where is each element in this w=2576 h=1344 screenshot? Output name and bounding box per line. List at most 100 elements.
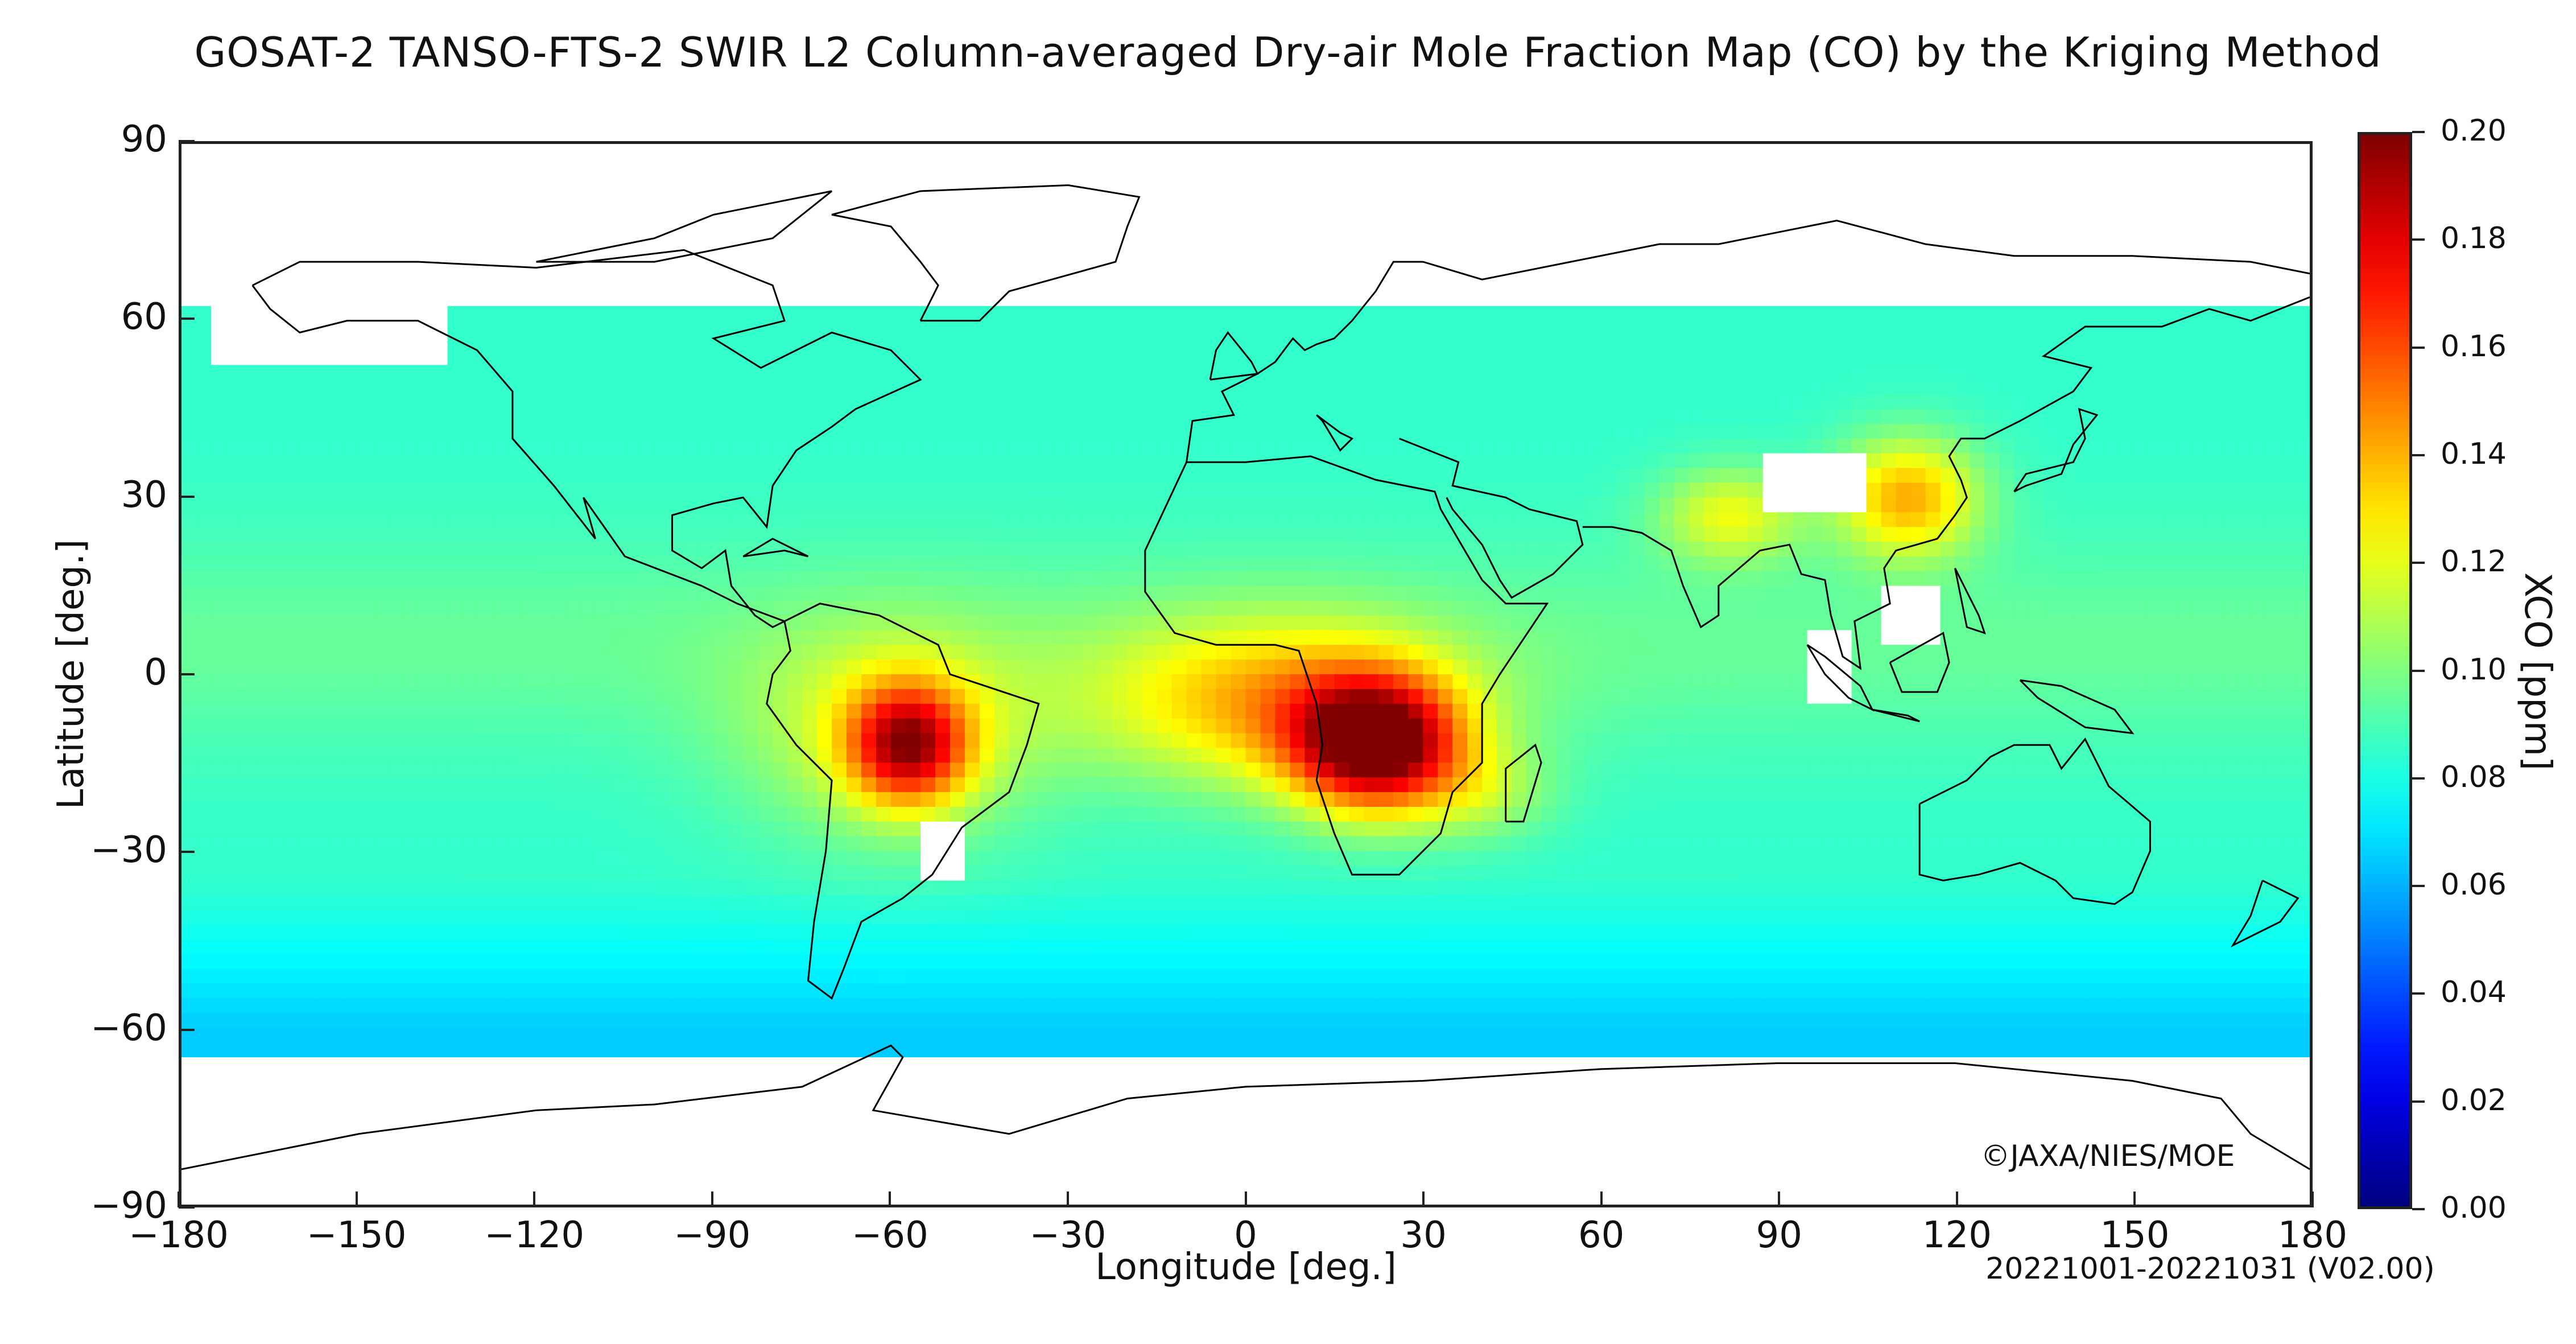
- heatmap-cell: [580, 320, 596, 336]
- no-data-cell: [1378, 247, 1394, 262]
- no-data-cell: [432, 188, 448, 204]
- heatmap-cell: [1910, 350, 1926, 365]
- heatmap-cell: [521, 512, 537, 527]
- heatmap-cell: [1881, 409, 1897, 424]
- heatmap-cell: [2177, 380, 2192, 395]
- heatmap-cell: [284, 586, 300, 601]
- heatmap-cell: [847, 423, 862, 439]
- heatmap-cell: [1851, 350, 1867, 365]
- heatmap-cell: [506, 409, 522, 424]
- heatmap-cell: [1349, 645, 1364, 660]
- heatmap-cell: [388, 645, 404, 660]
- heatmap-cell: [1940, 630, 1956, 645]
- no-data-cell: [1423, 277, 1438, 292]
- no-data-cell: [2206, 158, 2222, 174]
- heatmap-cell: [2236, 483, 2251, 498]
- heatmap-cell: [1201, 556, 1217, 572]
- heatmap-cell: [1940, 335, 1956, 351]
- heatmap-cell: [1378, 394, 1394, 410]
- no-data-cell: [2295, 158, 2310, 174]
- heatmap-cell: [964, 542, 980, 557]
- heatmap-cell: [1364, 512, 1379, 527]
- heatmap-cell: [595, 335, 610, 351]
- heatmap-cell: [847, 645, 862, 660]
- no-data-cell: [1836, 247, 1852, 262]
- heatmap-cell: [1644, 468, 1660, 483]
- heatmap-cell: [1586, 483, 1601, 498]
- heatmap-cell: [536, 409, 551, 424]
- no-data-cell: [358, 262, 374, 277]
- heatmap-cell: [284, 542, 300, 557]
- heatmap-cell: [1053, 512, 1069, 527]
- no-data-cell: [1083, 144, 1099, 159]
- heatmap-cell: [2132, 586, 2148, 601]
- heatmap-cell: [1349, 527, 1364, 542]
- heatmap-cell: [2029, 615, 2044, 630]
- heatmap-cell: [477, 423, 493, 439]
- no-data-cell: [1275, 277, 1290, 292]
- heatmap-cell: [1984, 571, 2000, 587]
- heatmap-cell: [1408, 630, 1423, 645]
- no-data-cell: [1881, 262, 1897, 277]
- heatmap-cell: [2265, 423, 2281, 439]
- no-data-cell: [1334, 232, 1349, 248]
- heatmap-cell: [1792, 365, 1808, 380]
- heatmap-cell: [492, 394, 507, 410]
- heatmap-cell: [1438, 365, 1453, 380]
- no-data-cell: [210, 320, 226, 336]
- no-data-cell: [1910, 615, 1926, 630]
- heatmap-cell: [2236, 497, 2251, 513]
- heatmap-cell: [1245, 409, 1261, 424]
- heatmap-cell: [1644, 394, 1660, 410]
- no-data-cell: [905, 144, 921, 159]
- no-data-cell: [2044, 291, 2059, 307]
- heatmap-cell: [1009, 586, 1025, 601]
- no-data-cell: [1748, 232, 1764, 248]
- no-data-cell: [1216, 188, 1232, 204]
- no-data-cell: [1378, 277, 1394, 292]
- heatmap-cell: [713, 512, 729, 527]
- heatmap-cell: [1068, 409, 1084, 424]
- heatmap-cell: [1408, 409, 1423, 424]
- heatmap-cell: [1393, 600, 1409, 616]
- heatmap-cell: [1216, 556, 1232, 572]
- no-data-cell: [2162, 232, 2177, 248]
- heatmap-cell: [773, 542, 788, 557]
- no-data-cell: [536, 158, 551, 174]
- heatmap-cell: [2236, 586, 2251, 601]
- heatmap-cell: [1881, 423, 1897, 439]
- heatmap-cell: [595, 320, 610, 336]
- heatmap-cell: [964, 306, 980, 321]
- no-data-cell: [2177, 217, 2192, 233]
- no-data-cell: [1467, 173, 1483, 189]
- no-data-cell: [1910, 158, 1926, 174]
- no-data-cell: [492, 203, 507, 218]
- no-data-cell: [373, 247, 389, 262]
- heatmap-cell: [447, 483, 463, 498]
- no-data-cell: [1245, 144, 1261, 159]
- heatmap-cell: [1733, 409, 1749, 424]
- no-data-cell: [1393, 247, 1409, 262]
- heatmap-cell: [2132, 409, 2148, 424]
- no-data-cell: [1807, 262, 1823, 277]
- no-data-cell: [713, 277, 729, 292]
- no-data-cell: [403, 320, 419, 336]
- no-data-cell: [1689, 262, 1704, 277]
- heatmap-cell: [1334, 438, 1349, 454]
- heatmap-cell: [373, 423, 389, 439]
- heatmap-cell: [1393, 350, 1409, 365]
- no-data-cell: [344, 291, 360, 307]
- no-data-cell: [373, 320, 389, 336]
- no-data-cell: [758, 144, 773, 159]
- heatmap-cell: [1777, 571, 1793, 587]
- heatmap-cell: [2191, 365, 2207, 380]
- no-data-cell: [536, 277, 551, 292]
- no-data-cell: [905, 217, 921, 233]
- no-data-cell: [521, 188, 537, 204]
- heatmap-cell: [314, 497, 330, 513]
- heatmap-cell: [920, 423, 936, 439]
- heatmap-cell: [2029, 512, 2044, 527]
- no-data-cell: [1334, 217, 1349, 233]
- heatmap-cell: [181, 600, 197, 616]
- heatmap-cell: [388, 497, 404, 513]
